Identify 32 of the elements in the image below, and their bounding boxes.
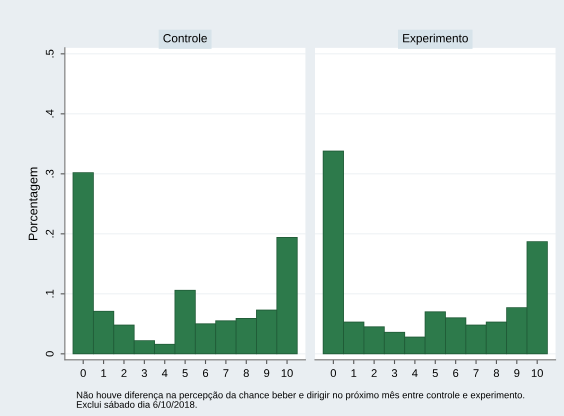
x-tick-label: 7: [474, 369, 479, 377]
x-tick-label: 1: [352, 369, 356, 377]
x-tick-label: 5: [182, 369, 188, 378]
x-tick-label: 4: [162, 369, 168, 377]
y-tick-label: .2: [46, 230, 54, 238]
x-tick-label: 2: [121, 369, 127, 377]
x-tick-label: 9: [514, 369, 520, 378]
chart-title: Controle: [163, 34, 207, 42]
y-tick-label: .5: [46, 50, 54, 58]
text: Não houve diferença na percepção da chance beber e dirigir no próximo mês entre controle e experimento. Exclui sábado dia 6/10/2018.: [76, 391, 524, 408]
x-tick-label: 3: [392, 369, 398, 378]
y-axis-title: Porcentagem: [28, 167, 40, 240]
x-tick-label: 10: [282, 369, 293, 378]
x-tick-label: 0: [330, 369, 336, 378]
x-tick-label: 6: [453, 369, 458, 378]
y-tick-label: .4: [46, 110, 54, 118]
x-tick-label: 3: [142, 369, 147, 378]
y-tick-label: .3: [46, 170, 54, 178]
x-tick-label: 8: [494, 369, 500, 378]
x-tick-label: 5: [432, 369, 438, 378]
y-tick-label: 0: [46, 351, 54, 356]
chart-title: Experimento: [403, 34, 468, 45]
x-tick-label: 10: [532, 369, 543, 378]
x-tick-label: 7: [223, 369, 228, 377]
y-tick-label: .1: [46, 290, 54, 298]
x-tick-label: 4: [412, 369, 418, 377]
x-tick-label: 9: [264, 369, 270, 378]
x-tick-label: 0: [80, 369, 86, 378]
x-tick-label: 2: [372, 369, 377, 377]
x-tick-label: 8: [244, 369, 249, 378]
x-tick-label: 6: [202, 369, 208, 378]
x-tick-label: 1: [101, 369, 106, 377]
